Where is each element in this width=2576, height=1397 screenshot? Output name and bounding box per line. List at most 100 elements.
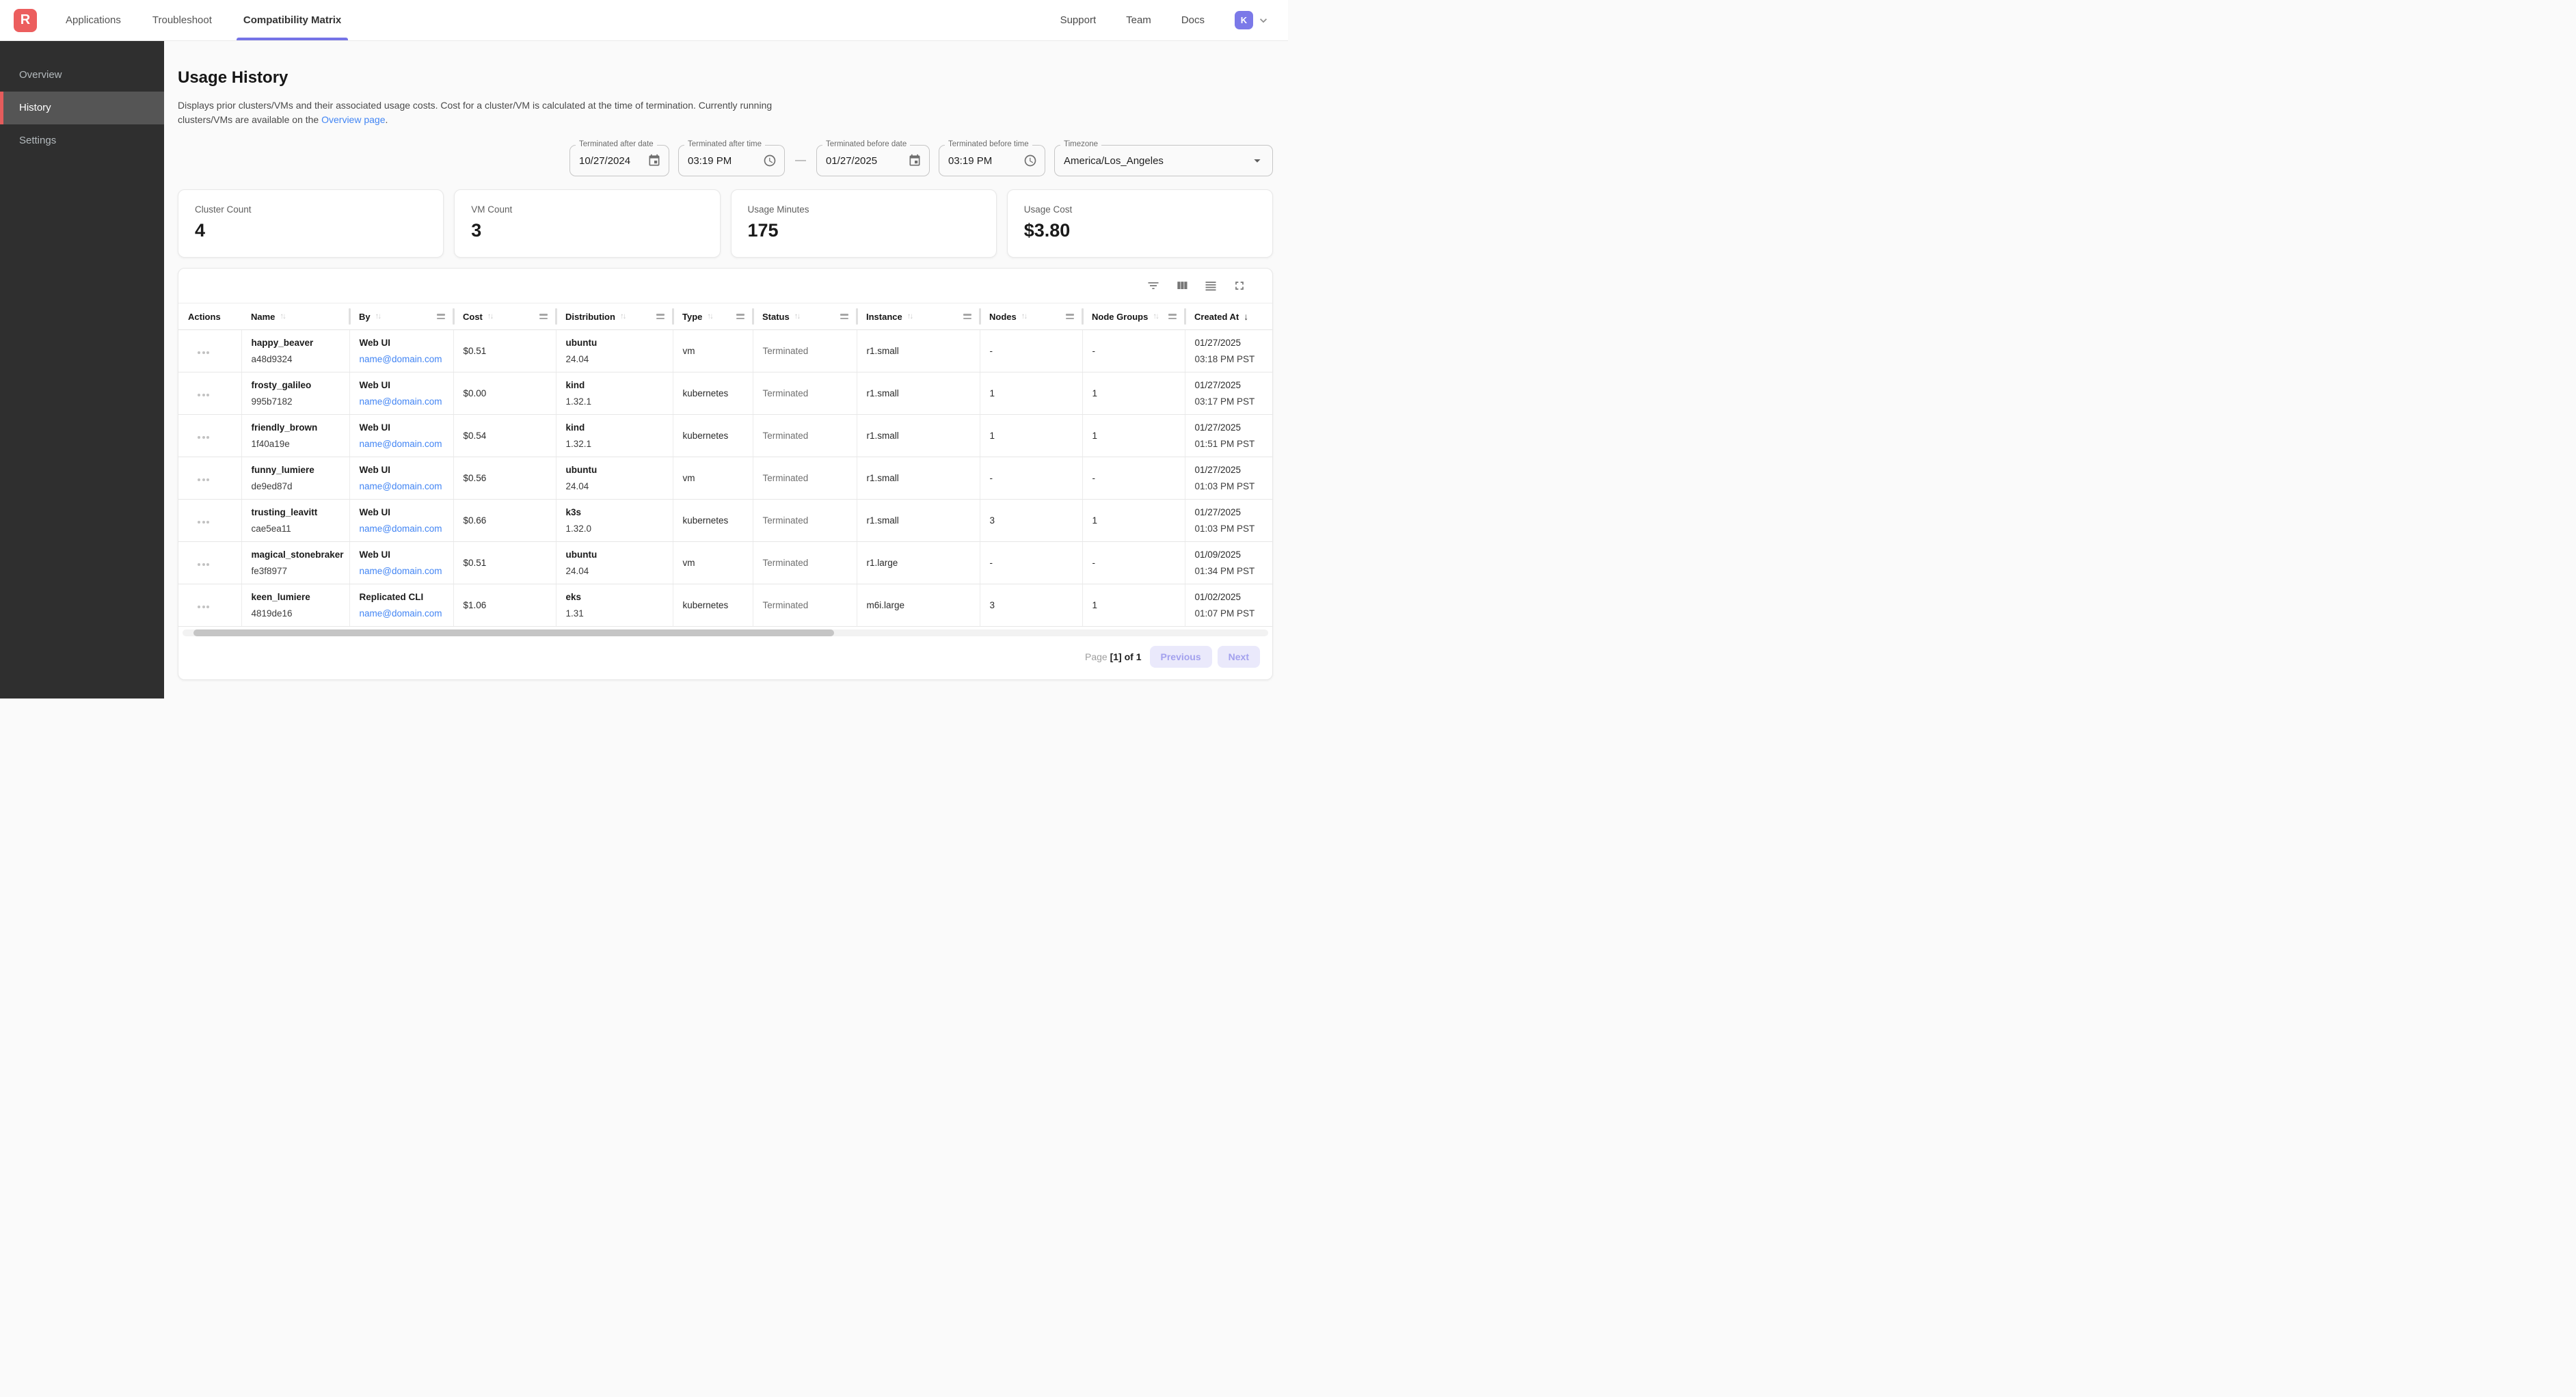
stat-value: $3.80 <box>1023 220 1071 241</box>
terminated-after-date-value[interactable]: 10/27/2024 <box>579 154 631 167</box>
created-by-email-link[interactable]: name@domain.com <box>359 439 442 449</box>
column-header-nodes[interactable]: Nodes ↑↓ <box>980 303 1084 329</box>
column-header-cost[interactable]: Cost ↑↓ <box>453 303 557 329</box>
row-actions-button[interactable] <box>198 436 209 439</box>
column-separator[interactable] <box>349 308 351 325</box>
horizontal-scrollbar-track[interactable] <box>183 629 1268 636</box>
column-menu-icon[interactable] <box>656 314 665 319</box>
created-by-email-link[interactable]: name@domain.com <box>359 566 442 576</box>
created-by-email-link[interactable]: name@domain.com <box>359 608 442 619</box>
terminated-before-time-field[interactable]: Terminated before time 03:19 PM <box>939 140 1045 176</box>
avatar[interactable]: K <box>1235 11 1253 29</box>
cost-cell: $0.54 <box>453 414 556 457</box>
column-separator[interactable] <box>979 308 981 325</box>
row-actions-button[interactable] <box>198 394 209 396</box>
account-menu[interactable]: K <box>1235 11 1270 29</box>
column-separator[interactable] <box>1184 308 1186 325</box>
cluster-id: de9ed87d <box>251 481 293 491</box>
created-time: 03:18 PM PST <box>1194 354 1255 364</box>
row-actions-button[interactable] <box>198 563 209 566</box>
created-time: 03:17 PM PST <box>1194 396 1255 407</box>
terminated-after-time-value[interactable]: 03:19 PM <box>688 154 732 167</box>
clock-icon[interactable] <box>1023 154 1037 167</box>
row-actions-button[interactable] <box>198 521 209 524</box>
column-menu-icon[interactable] <box>736 314 744 319</box>
density-icon[interactable] <box>1204 279 1218 293</box>
distribution-version: 1.31 <box>565 608 584 619</box>
sidebar-item-history[interactable]: History <box>0 92 164 124</box>
cluster-name: keen_lumiere <box>251 592 310 602</box>
column-header-instance[interactable]: Instance ↑↓ <box>857 303 981 329</box>
fullscreen-icon[interactable] <box>1233 279 1246 293</box>
tab-troubleshoot[interactable]: Troubleshoot <box>152 14 212 26</box>
cost-cell: $1.06 <box>453 584 556 627</box>
column-separator[interactable] <box>856 308 858 325</box>
replicated-logo[interactable]: R <box>14 8 37 32</box>
sort-icon[interactable]: ↑↓ <box>619 312 626 321</box>
columns-icon[interactable] <box>1175 279 1189 293</box>
sort-icon[interactable]: ↑↓ <box>487 312 494 321</box>
terminated-after-time-field[interactable]: Terminated after time 03:19 PM <box>678 140 785 176</box>
clock-icon[interactable] <box>763 154 777 167</box>
team-link[interactable]: Team <box>1126 14 1151 26</box>
column-header-by[interactable]: By ↑↓ <box>349 303 455 329</box>
column-header-distribution[interactable]: Distribution ↑↓ <box>556 303 674 329</box>
stat-value: 4 <box>195 220 206 241</box>
sidebar-item-settings[interactable]: Settings <box>19 135 57 146</box>
tab-compatibility-matrix[interactable]: Compatibility Matrix <box>236 0 349 40</box>
sort-icon[interactable]: ↑↓ <box>1153 312 1159 321</box>
column-menu-icon[interactable] <box>539 314 548 319</box>
column-header-created-at[interactable]: Created At ↓ <box>1194 311 1249 322</box>
created-by-email-link[interactable]: name@domain.com <box>359 354 442 364</box>
created-by-email-link[interactable]: name@domain.com <box>359 524 442 534</box>
column-menu-icon[interactable] <box>437 314 445 319</box>
sort-icon[interactable]: ↑↓ <box>280 312 286 321</box>
row-actions-button[interactable] <box>198 478 209 481</box>
created-date: 01/27/2025 <box>1194 338 1242 348</box>
overview-page-link[interactable]: Overview page <box>321 114 386 125</box>
sort-icon[interactable]: ↑↓ <box>707 312 713 321</box>
column-separator[interactable] <box>453 308 455 325</box>
sort-icon[interactable]: ↑↓ <box>907 312 913 321</box>
created-by-email-link[interactable]: name@domain.com <box>359 396 442 407</box>
calendar-icon[interactable] <box>908 154 922 167</box>
terminated-before-time-value[interactable]: 03:19 PM <box>948 154 993 167</box>
column-header-node-groups[interactable]: Node Groups ↑↓ <box>1082 303 1186 329</box>
sort-icon[interactable]: ↑↓ <box>375 312 381 321</box>
column-menu-icon[interactable] <box>840 314 848 319</box>
row-actions-button[interactable] <box>198 606 209 608</box>
sort-desc-icon[interactable]: ↓ <box>1244 311 1249 322</box>
terminated-before-date-value[interactable]: 01/27/2025 <box>826 154 878 167</box>
stat-usage-cost: Usage Cost $3.80 <box>1006 189 1273 258</box>
column-menu-icon[interactable] <box>963 314 971 319</box>
column-header-status[interactable]: Status ↑↓ <box>753 303 858 329</box>
sort-icon[interactable]: ↑↓ <box>794 312 801 321</box>
sort-icon[interactable]: ↑↓ <box>1021 312 1028 321</box>
column-header-name[interactable]: Name ↑↓ <box>241 303 351 329</box>
next-page-button[interactable]: Next <box>1217 646 1260 668</box>
row-actions-button[interactable] <box>198 351 209 354</box>
usage-table-card: Actions Name ↑↓ By ↑↓ Cost <box>178 268 1273 680</box>
column-separator[interactable] <box>672 308 674 325</box>
terminated-after-date-field[interactable]: Terminated after date 10/27/2024 <box>569 140 669 176</box>
column-separator[interactable] <box>555 308 557 325</box>
filter-icon[interactable] <box>1146 279 1160 293</box>
timezone-value[interactable]: America/Los_Angeles <box>1064 154 1164 167</box>
horizontal-scrollbar-thumb[interactable] <box>193 629 834 636</box>
previous-page-button[interactable]: Previous <box>1149 646 1212 668</box>
docs-link[interactable]: Docs <box>1181 14 1205 26</box>
column-menu-icon[interactable] <box>1168 314 1177 319</box>
calendar-icon[interactable] <box>647 154 661 167</box>
column-separator[interactable] <box>1082 308 1084 325</box>
created-by-email-link[interactable]: name@domain.com <box>359 481 442 491</box>
column-menu-icon[interactable] <box>1066 314 1074 319</box>
support-link[interactable]: Support <box>1060 14 1097 26</box>
terminated-before-date-field[interactable]: Terminated before date 01/27/2025 <box>816 140 930 176</box>
dropdown-arrow-icon[interactable] <box>1250 153 1265 168</box>
sidebar-item-overview[interactable]: Overview <box>19 69 62 81</box>
column-separator[interactable] <box>752 308 754 325</box>
column-header-type[interactable]: Type ↑↓ <box>673 303 754 329</box>
timezone-select[interactable]: Timezone America/Los_Angeles <box>1054 140 1273 176</box>
field-label: Terminated before time <box>945 140 1032 148</box>
tab-applications[interactable]: Applications <box>66 14 121 26</box>
